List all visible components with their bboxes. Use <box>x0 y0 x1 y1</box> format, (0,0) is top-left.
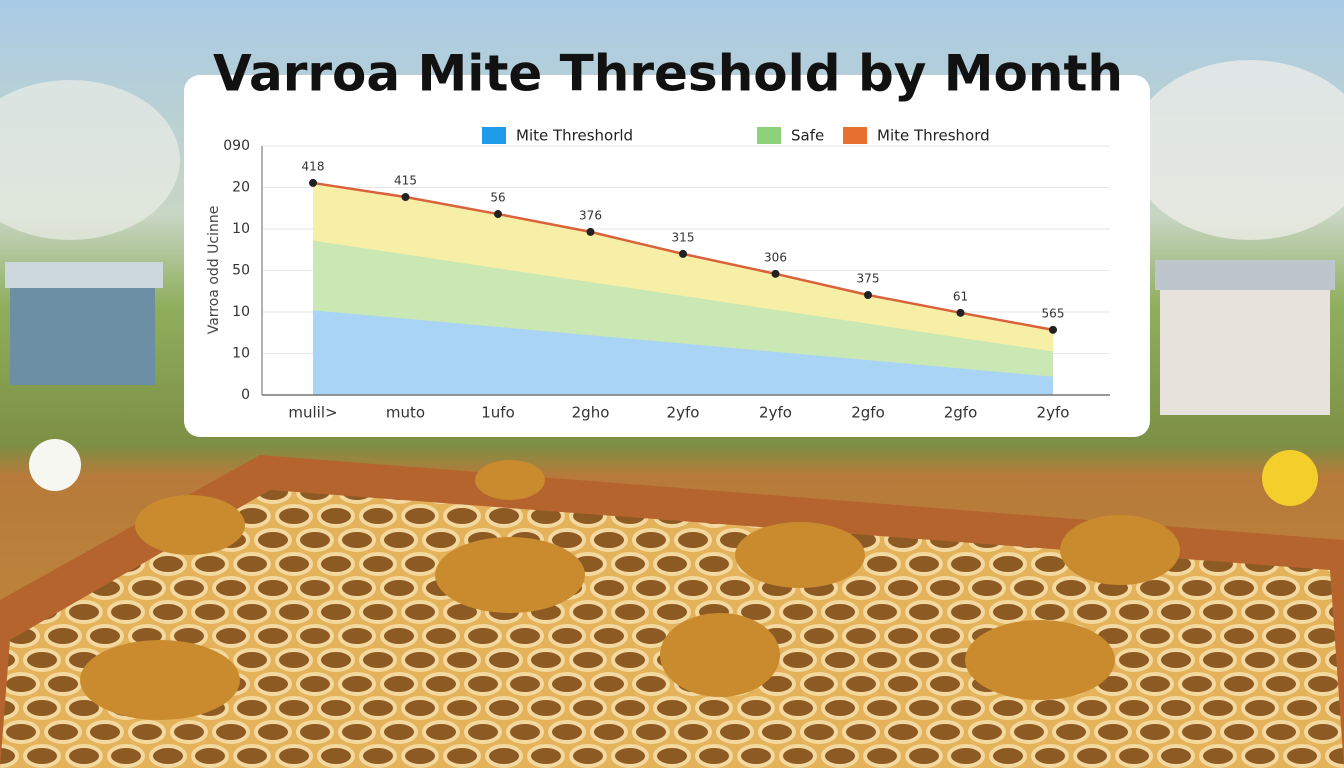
point <box>1049 325 1057 334</box>
legend-swatch <box>757 127 781 144</box>
x-tick-label: 2yfo <box>1037 404 1070 422</box>
x-tick-label: 2gfo <box>944 404 978 422</box>
point <box>679 249 687 258</box>
point <box>586 227 595 236</box>
point <box>956 308 965 317</box>
annotation: 376 <box>579 208 602 222</box>
x-tick-label: 2gfo <box>851 404 885 422</box>
legend-swatch <box>482 127 506 144</box>
point <box>401 193 410 202</box>
y-tick-label: 090 <box>223 138 250 154</box>
point <box>864 290 872 299</box>
annotation: 315 <box>672 230 695 244</box>
x-tick-label: muto <box>386 404 425 422</box>
chart-title: Varroa Mite Threshold by Month <box>213 45 1123 103</box>
scenery <box>0 60 1344 768</box>
point <box>494 210 502 219</box>
y-tick-label: 10 <box>232 221 250 237</box>
legend-label: Safe <box>791 127 824 145</box>
point <box>309 178 317 187</box>
legend-label: Mite Threshord <box>877 127 990 145</box>
x-tick-label: 2yfo <box>667 404 700 422</box>
legend-swatch <box>843 127 867 144</box>
annotation: 415 <box>394 174 417 188</box>
y-tick-label: 50 <box>232 263 250 279</box>
x-tick-label: 2yfo <box>759 404 792 422</box>
y-tick-label: 20 <box>232 180 250 196</box>
y-tick-label: 10 <box>232 346 250 362</box>
annotation: 375 <box>857 271 880 285</box>
point <box>771 269 780 278</box>
annotation: 418 <box>302 159 325 173</box>
annotation: 306 <box>764 250 787 264</box>
area <box>313 310 1053 395</box>
x-tick-label: mulil> <box>288 404 337 422</box>
y-tick-label: 0 <box>241 387 250 403</box>
y-axis-label: Varroa odd Ucinne <box>206 206 222 335</box>
annotation: 56 <box>490 191 505 205</box>
annotation: 61 <box>953 289 968 303</box>
x-tick-label: 1ufo <box>481 404 515 422</box>
legend-label: Mite Threshorld <box>516 127 633 145</box>
x-tick-label: 2gho <box>572 404 610 422</box>
y-tick-label: 10 <box>232 304 250 320</box>
annotation: 565 <box>1042 306 1065 320</box>
